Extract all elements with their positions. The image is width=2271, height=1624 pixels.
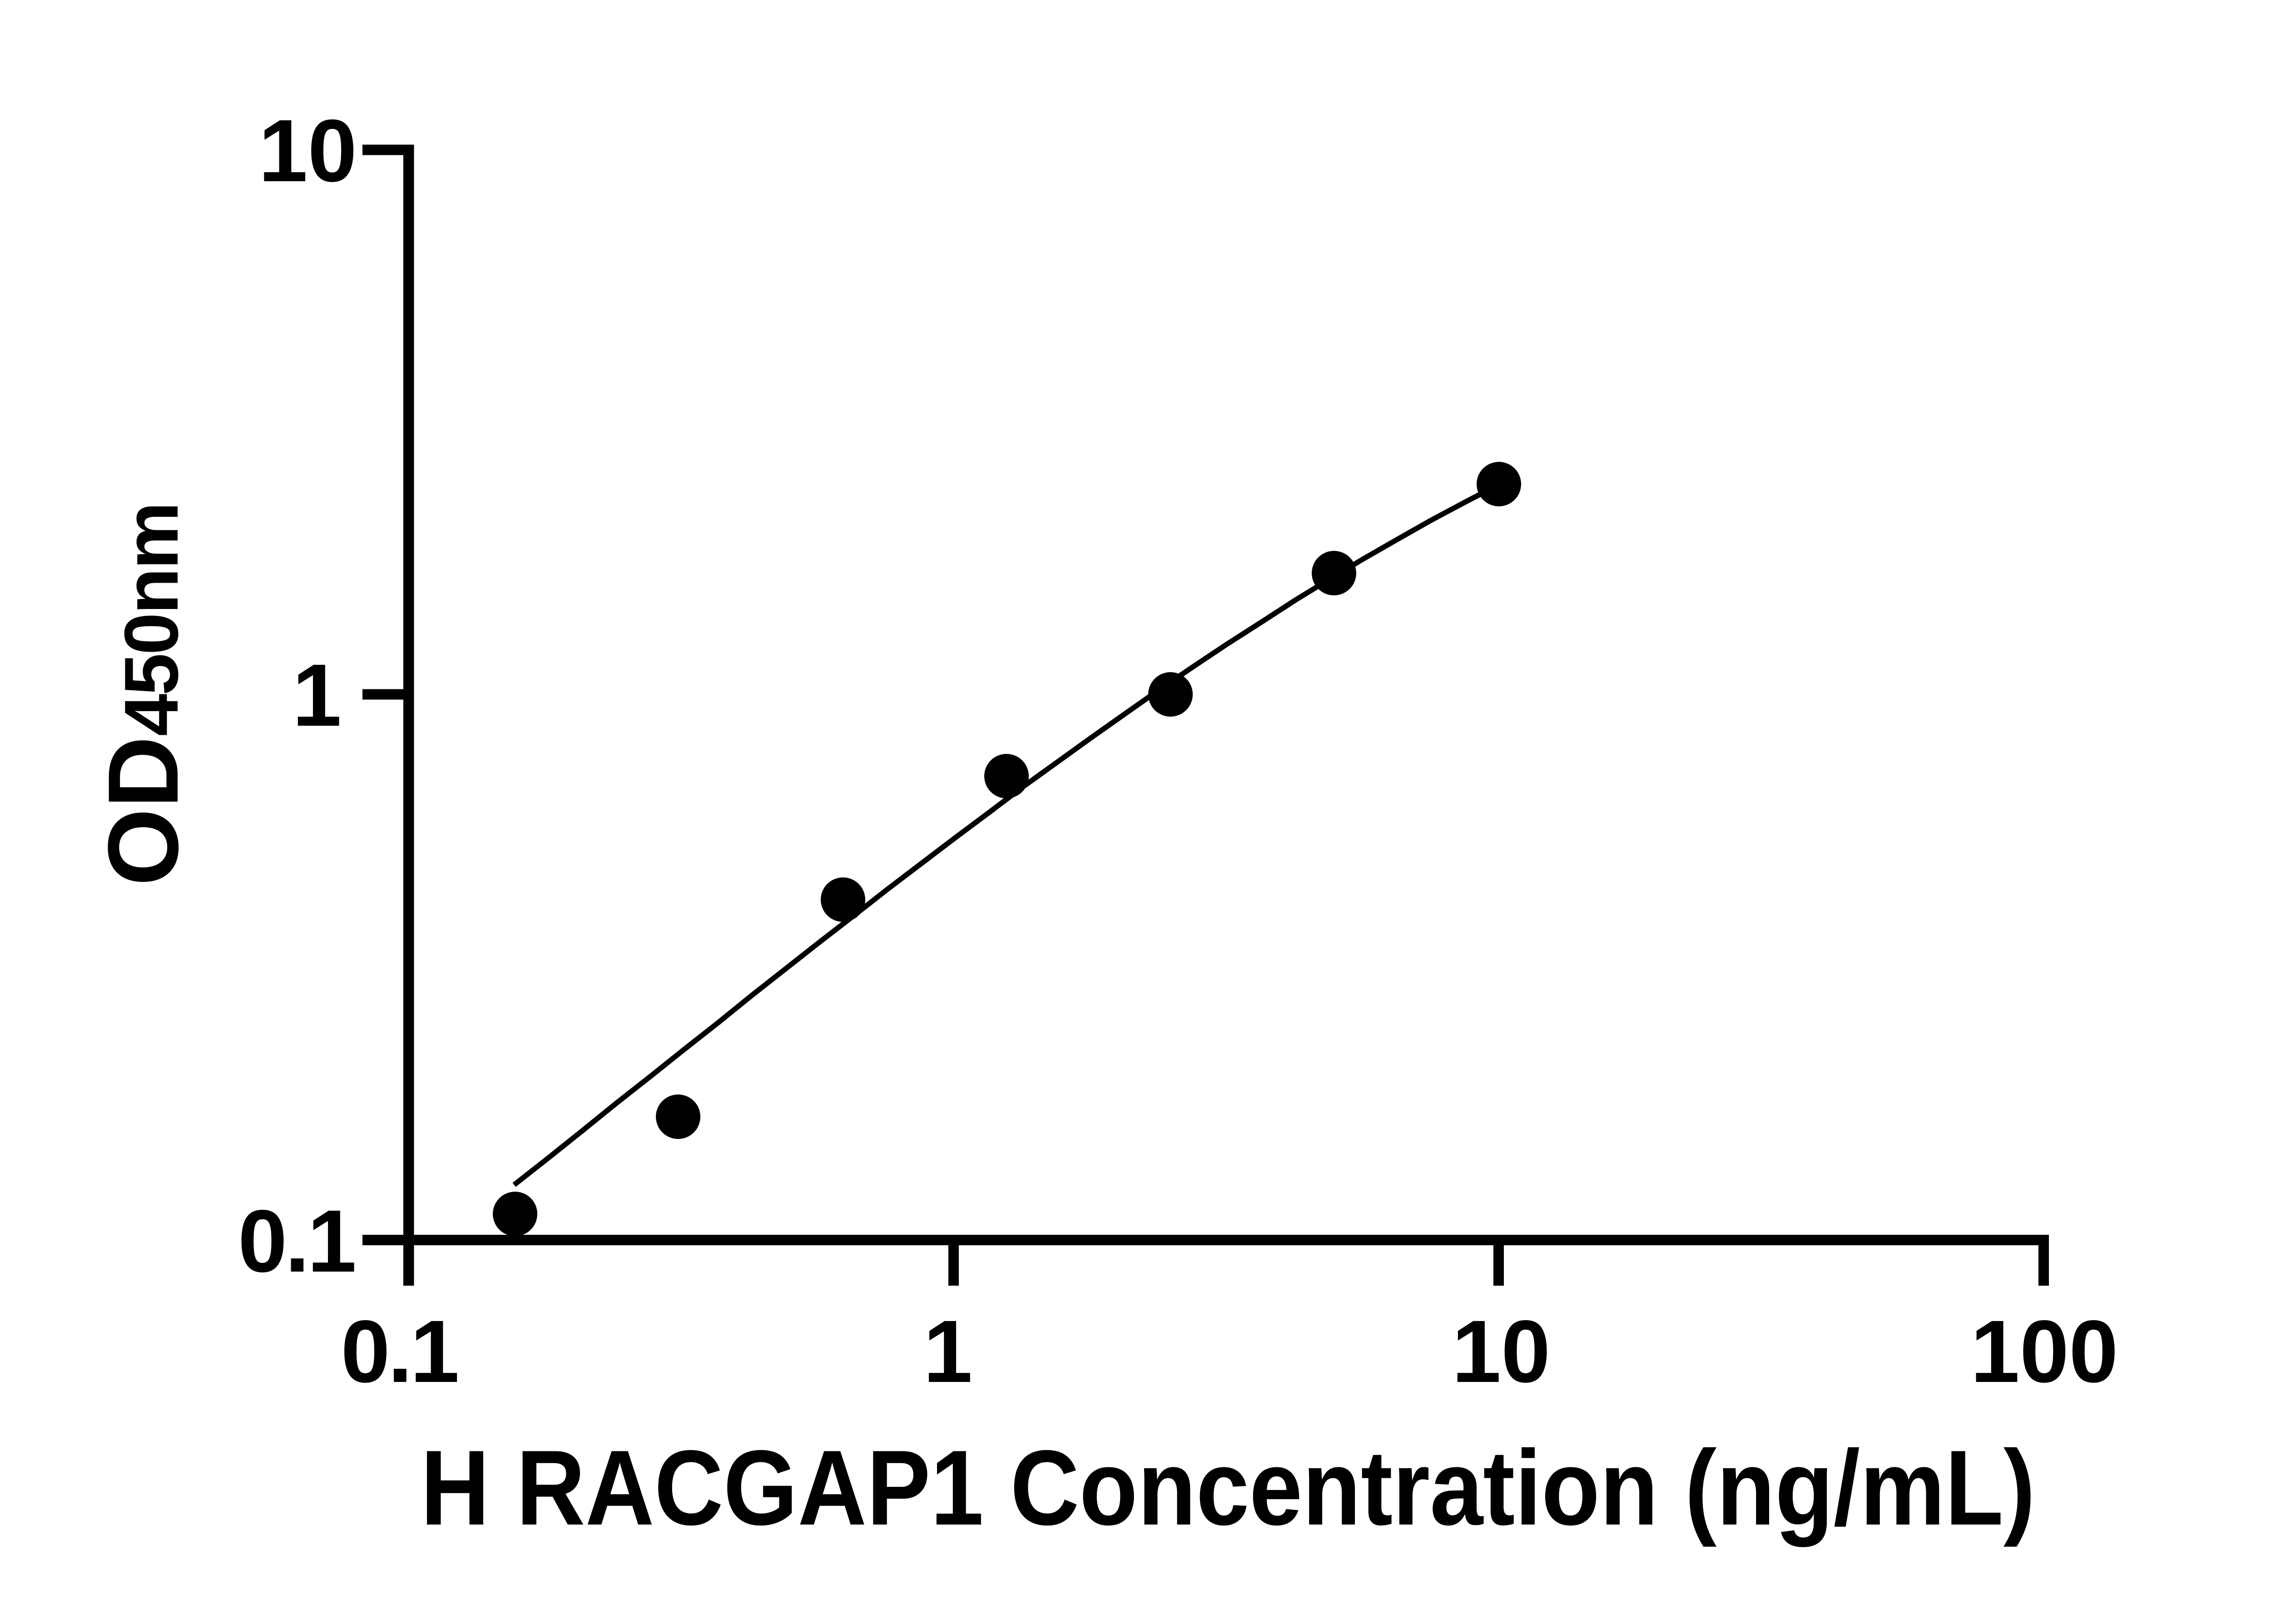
svg-text:1: 1 xyxy=(923,1302,972,1401)
svg-text:1: 1 xyxy=(293,646,342,745)
svg-text:100: 100 xyxy=(1970,1302,2118,1401)
svg-text:0.1: 0.1 xyxy=(341,1302,457,1401)
svg-text:10: 10 xyxy=(258,101,357,200)
svg-text:H RACGAP1 Concentration (ng/mL: H RACGAP1 Concentration (ng/mL) xyxy=(421,1428,2035,1547)
svg-text:10: 10 xyxy=(1452,1302,1551,1401)
svg-text:0.1: 0.1 xyxy=(238,1192,355,1291)
